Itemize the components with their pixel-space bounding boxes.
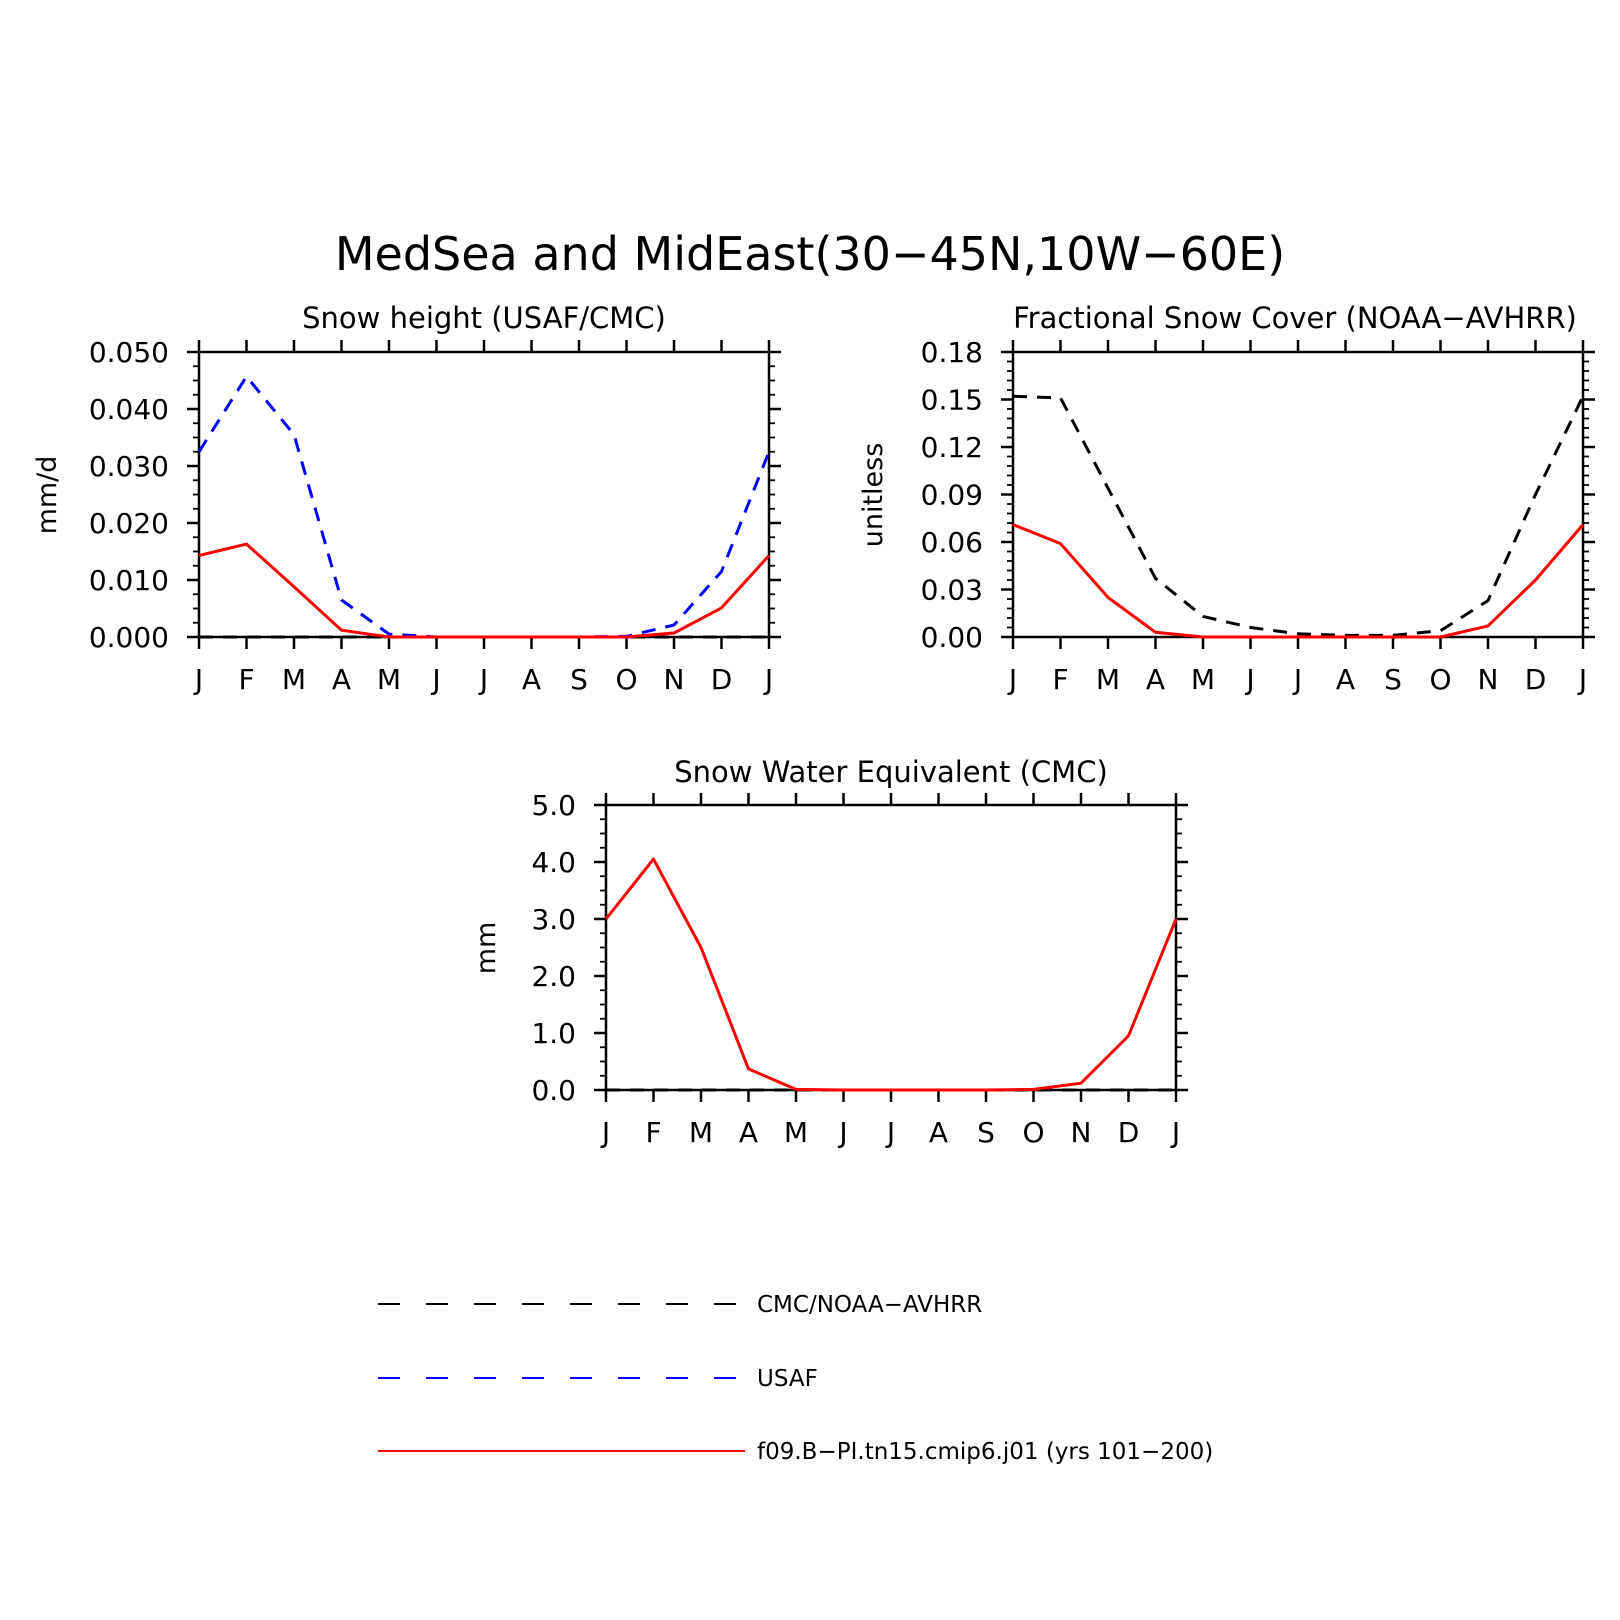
y-tick-label: 0.00 (921, 621, 983, 654)
x-tick-label: J (1577, 663, 1587, 696)
y-axis-label-fractional-snow-cover: unitless (858, 443, 889, 548)
x-tick-label: N (1478, 663, 1499, 696)
x-tick-label: J (837, 1116, 847, 1149)
x-tick-label: J (478, 663, 488, 696)
series-line-usaf (197, 375, 771, 639)
panel-title-fractional-snow-cover: Fractional Snow Cover (NOAA−AVHRR) (1013, 301, 1577, 335)
x-tick-label: M (282, 663, 306, 696)
x-tick-label: J (1244, 663, 1254, 696)
x-tick-label: S (1384, 663, 1402, 696)
x-tick-label: N (1071, 1116, 1092, 1149)
y-tick-label: 1.0 (531, 1017, 576, 1050)
x-tick-label: N (664, 663, 685, 696)
x-tick-label: F (1052, 663, 1068, 696)
plot-frame (1011, 350, 1585, 639)
series-line-f09-b-pi-tn15-cmip6-j01-yrs-101-200 (198, 542, 771, 639)
x-tick-label: J (1170, 1116, 1180, 1149)
x-tick-label: O (1022, 1116, 1044, 1149)
y-axis-label-snow-water-equivalent: mm (471, 922, 502, 975)
legend: CMC/NOAA−AVHRR USAF f09.B−PI.tn15.cmip6.… (378, 1292, 1213, 1465)
x-tick-label: M (377, 663, 401, 696)
x-tick-label: A (929, 1116, 948, 1149)
x-tick-label: A (1146, 663, 1165, 696)
x-tick-label: M (689, 1116, 713, 1149)
x-tick-label: J (1007, 663, 1017, 696)
y-tick-label: 0.040 (89, 393, 169, 426)
x-tick-label: A (1336, 663, 1355, 696)
y-tick-label: 0.010 (89, 564, 169, 597)
y-tick-label: 2.0 (531, 960, 576, 993)
main-title: MedSea and MidEast(30−45N,10W−60E) (335, 227, 1285, 281)
x-tick-label: S (977, 1116, 995, 1149)
x-tick-label: O (615, 663, 637, 696)
y-tick-label: 0.18 (921, 336, 983, 369)
y-tick-label: 0.030 (89, 450, 169, 483)
panel-title-snow-water-equivalent: Snow Water Equivalent (CMC) (674, 755, 1108, 789)
x-tick-label: D (1525, 663, 1547, 696)
y-tick-label: 5.0 (531, 789, 576, 822)
x-tick-label: M (784, 1116, 808, 1149)
y-tick-label: 4.0 (531, 846, 576, 879)
x-tick-label: A (522, 663, 541, 696)
plot-frame (197, 350, 771, 639)
y-tick-label: 0.12 (921, 431, 983, 464)
y-tick-label: 0.050 (89, 336, 169, 369)
y-tick-label: 0.06 (921, 526, 983, 559)
y-tick-label: 0.0 (531, 1074, 576, 1107)
y-tick-label: 3.0 (531, 903, 576, 936)
chart-panel-fractional-snow-cover: Fractional Snow Cover (NOAA−AVHRR) unitl… (858, 301, 1595, 696)
series-line-f09-b-pi-tn15-cmip6-j01-yrs-101-200 (604, 857, 1178, 1092)
x-tick-label: D (1118, 1116, 1140, 1149)
x-tick-label: M (1096, 663, 1120, 696)
x-tick-label: J (193, 663, 203, 696)
x-tick-label: A (332, 663, 351, 696)
x-tick-label: F (238, 663, 254, 696)
x-tick-label: O (1429, 663, 1451, 696)
y-tick-label: 0.03 (921, 574, 983, 607)
x-tick-label: J (763, 663, 773, 696)
x-tick-label: M (1191, 663, 1215, 696)
x-tick-label: A (739, 1116, 758, 1149)
legend-label-usaf: USAF (757, 1366, 818, 1392)
x-tick-label: J (600, 1116, 610, 1149)
legend-label-model: f09.B−PI.tn15.cmip6.j01 (yrs 101−200) (757, 1439, 1213, 1465)
y-tick-label: 0.000 (89, 621, 169, 654)
legend-label-obs: CMC/NOAA−AVHRR (757, 1292, 982, 1318)
x-tick-label: J (885, 1116, 895, 1149)
x-tick-label: F (645, 1116, 661, 1149)
series-line-cmc-noaa-avhrr (1012, 394, 1585, 637)
x-tick-label: S (570, 663, 588, 696)
plot-frame (604, 803, 1178, 1092)
y-tick-label: 0.020 (89, 507, 169, 540)
y-tick-label: 0.15 (921, 384, 983, 417)
y-tick-label: 0.09 (921, 479, 983, 512)
y-axis-label-snow-height: mm/d (32, 456, 63, 535)
panel-title-snow-height: Snow height (USAF/CMC) (302, 301, 666, 335)
x-tick-label: J (1292, 663, 1302, 696)
x-tick-label: J (430, 663, 440, 696)
x-tick-label: D (711, 663, 733, 696)
